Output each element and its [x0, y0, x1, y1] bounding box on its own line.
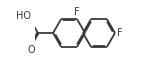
- Text: HO: HO: [16, 11, 31, 21]
- Text: F: F: [117, 28, 122, 38]
- Text: F: F: [74, 7, 80, 17]
- Text: O: O: [28, 45, 35, 55]
